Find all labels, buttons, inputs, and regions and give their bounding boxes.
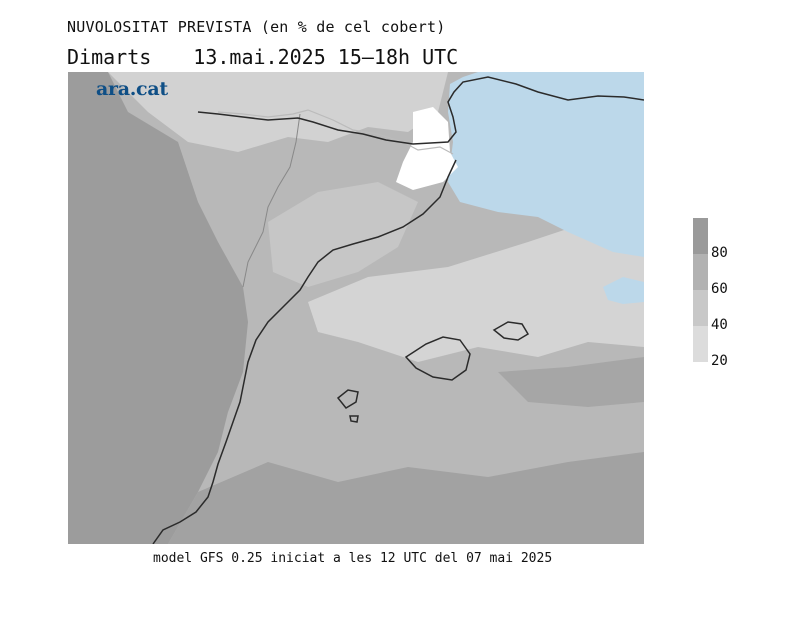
forecast-day: Dimarts: [67, 45, 152, 69]
legend-swatch-20: [693, 326, 708, 362]
coastline-catalonia: [152, 159, 457, 544]
island-formentera: [349, 415, 359, 423]
ara-cat-logo: ara.cat: [96, 78, 168, 100]
coastline-mainland: [197, 76, 644, 145]
legend-swatch-40: [693, 290, 708, 326]
cloud-cover-legend: 80 60 40 20: [693, 218, 753, 378]
cloud-field-medium-coast: [268, 182, 418, 287]
cloud-field-heavy-east: [498, 357, 644, 407]
legend-swatch-80: [693, 218, 708, 254]
cloud-cover-map-svg: [68, 72, 644, 544]
border-catalonia-aragon: [242, 113, 301, 288]
cloud-field-light-north: [108, 72, 448, 152]
cloud-field-light-sea: [308, 222, 644, 362]
border-pyrenees: [217, 109, 454, 155]
cloud-field-heavy-south: [168, 452, 644, 544]
island-menorca: [492, 321, 530, 341]
forecast-time: 13.mai.2025 15–18h UTC: [193, 45, 459, 69]
legend-label-20: 20: [711, 353, 728, 369]
island-ibiza: [336, 389, 359, 409]
cloud-field-heavy-west: [68, 72, 248, 544]
legend-label-80: 80: [711, 245, 728, 261]
model-run-note: model GFS 0.25 iniciat a les 12 UTC del …: [153, 551, 553, 566]
clear-sky-sea-patch: [603, 277, 644, 304]
clear-sky-sea: [448, 72, 644, 257]
legend-swatch-60: [693, 254, 708, 290]
island-mallorca: [404, 336, 471, 381]
cloud-cover-map: [68, 72, 644, 544]
legend-label-40: 40: [711, 317, 728, 333]
map-title: NUVOLOSITAT PREVISTA (en % de cel cobert…: [67, 18, 446, 36]
forecast-datetime: Dimarts 13.mai.2025 15–18h UTC: [67, 45, 458, 69]
legend-label-60: 60: [711, 281, 728, 297]
